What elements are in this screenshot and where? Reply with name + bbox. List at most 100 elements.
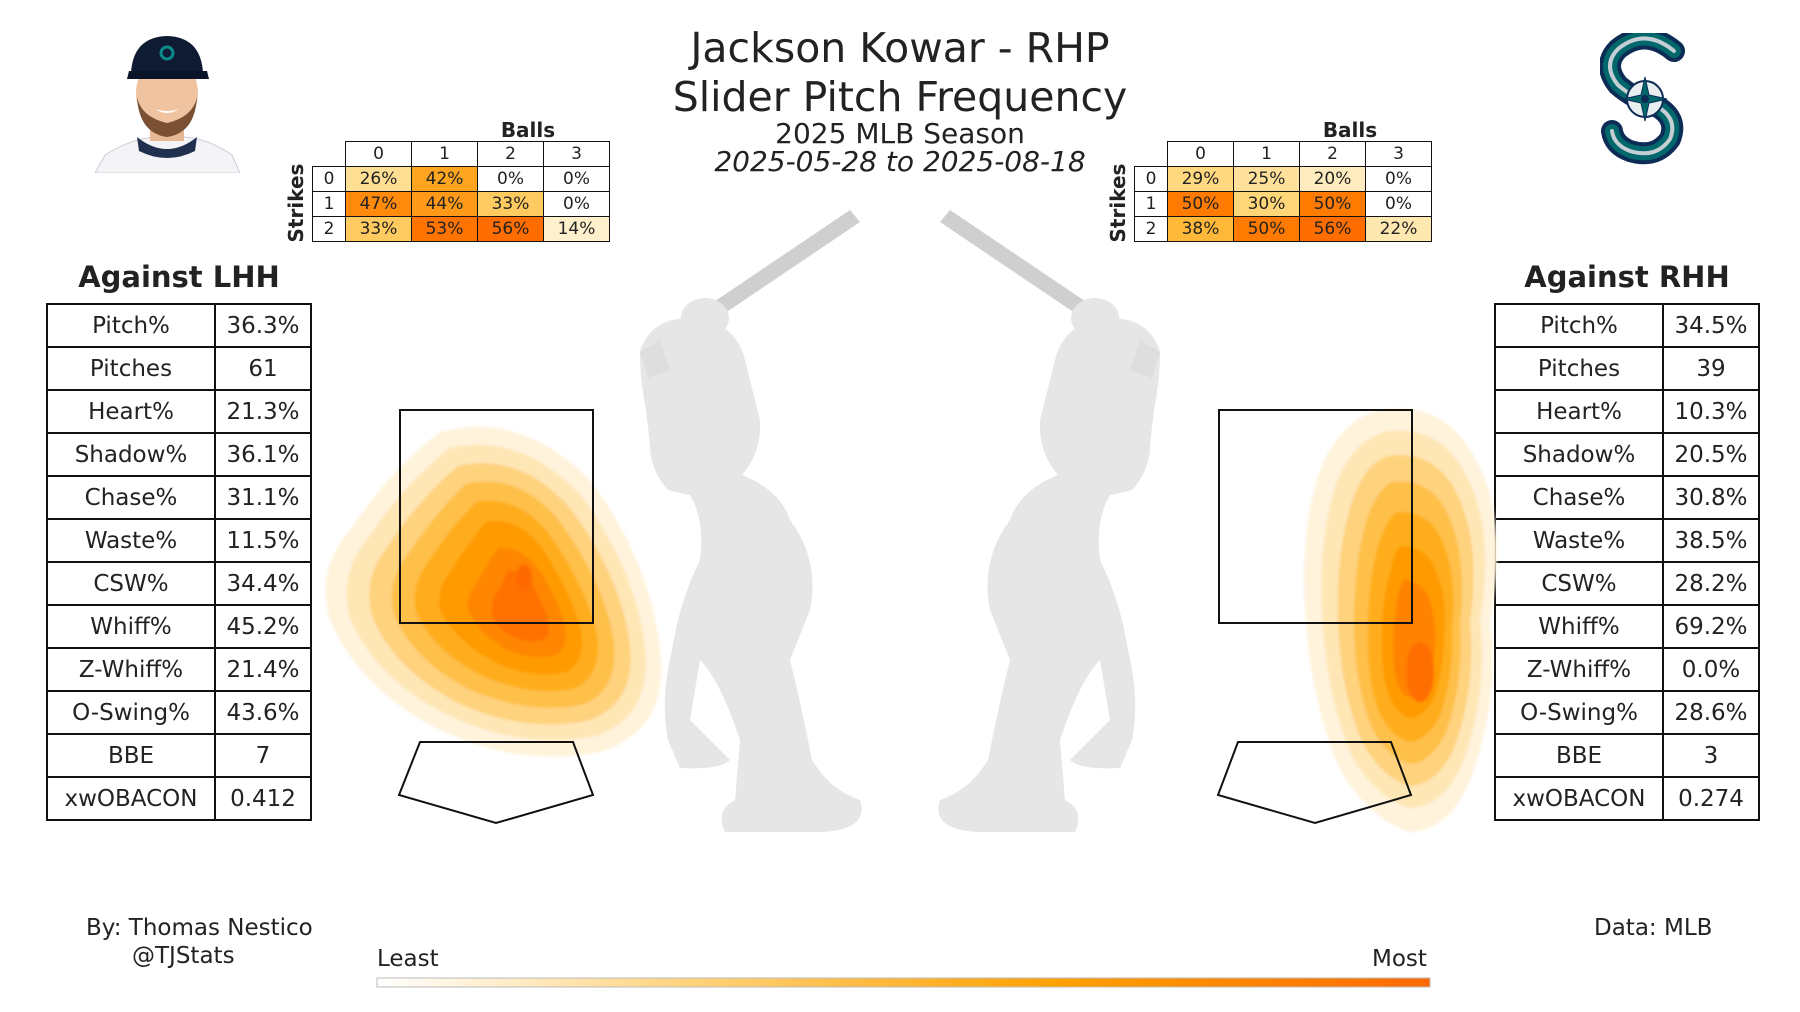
ball-count-header: 3 (543, 141, 610, 167)
stats-row: xwOBACON 0.274 (1494, 776, 1760, 821)
stat-value: 30.8% (1662, 475, 1760, 520)
lhh-stats-table: Pitch% 36.3% Pitches 61 Heart% 21.3% Shadow% 36… (46, 303, 312, 821)
stat-label: Heart% (46, 389, 216, 434)
count-table: 0 1 2 3 0 29% 25% 20% 0% 1 50% 30% 50% 0… (1134, 141, 1432, 242)
stats-row: Whiff% 69.2% (1494, 604, 1760, 649)
stat-value: 61 (214, 346, 312, 391)
density-map-lhh (325, 426, 662, 757)
stats-row: Pitches 61 (46, 346, 312, 391)
stat-value: 10.3% (1662, 389, 1760, 434)
stat-value: 7 (214, 733, 312, 778)
stat-label: Pitch% (46, 303, 216, 348)
strike-count-header: 2 (312, 216, 346, 242)
count-grid-rhh: Balls Strikes 0 1 2 3 0 29% 25% 20% 0% 1… (1102, 118, 1462, 258)
stat-label: Whiff% (46, 604, 216, 649)
stat-value: 34.5% (1662, 303, 1760, 348)
stats-row: Heart% 21.3% (46, 389, 312, 434)
stat-label: CSW% (46, 561, 216, 606)
count-cell: 26% (345, 166, 412, 192)
count-cell: 29% (1167, 166, 1234, 192)
stat-value: 45.2% (214, 604, 312, 649)
strike-count-header: 0 (312, 166, 346, 192)
stat-label: Z-Whiff% (46, 647, 216, 692)
stat-label: Waste% (46, 518, 216, 563)
stat-label: xwOBACON (1494, 776, 1664, 821)
batter-silhouette-left (640, 210, 862, 832)
stats-row: Z-Whiff% 21.4% (46, 647, 312, 692)
count-cell: 38% (1167, 216, 1234, 242)
balls-axis-label: Balls (1322, 118, 1378, 142)
stats-row: Shadow% 20.5% (1494, 432, 1760, 477)
stats-row: Heart% 10.3% (1494, 389, 1760, 434)
stats-row: Pitches 39 (1494, 346, 1760, 391)
stat-value: 21.4% (214, 647, 312, 692)
stat-value: 38.5% (1662, 518, 1760, 563)
count-cell: 0% (1365, 166, 1432, 192)
stat-label: Pitches (46, 346, 216, 391)
data-source-credit: Data: MLB (1594, 915, 1713, 941)
stat-label: xwOBACON (46, 776, 216, 821)
stat-label: Chase% (46, 475, 216, 520)
stats-row: Whiff% 45.2% (46, 604, 312, 649)
stat-label: O-Swing% (1494, 690, 1664, 735)
stats-row: O-Swing% 43.6% (46, 690, 312, 735)
stats-row: BBE 7 (46, 733, 312, 778)
count-cell: 33% (345, 216, 412, 242)
lhh-heading: Against LHH (78, 260, 280, 294)
stats-row: Shadow% 36.1% (46, 432, 312, 477)
count-cell: 50% (1299, 191, 1366, 217)
stats-row: CSW% 34.4% (46, 561, 312, 606)
stat-value: 28.6% (1662, 690, 1760, 735)
stat-value: 31.1% (214, 475, 312, 520)
season-label: 2025 MLB Season (775, 117, 1025, 150)
stat-label: Shadow% (46, 432, 216, 477)
chart-title: Jackson Kowar - RHP (690, 24, 1110, 72)
home-plate-lhh (397, 741, 595, 825)
date-range-label: 2025-05-28 to 2025-08-18 (714, 145, 1086, 178)
stats-row: Waste% 11.5% (46, 518, 312, 563)
legend-colorbar (376, 977, 1431, 988)
count-cell: 53% (411, 216, 478, 242)
stat-value: 20.5% (1662, 432, 1760, 477)
stat-label: Heart% (1494, 389, 1664, 434)
stat-value: 36.3% (214, 303, 312, 348)
count-grid-lhh: Balls Strikes 0 1 2 3 0 26% 42% 0% 0% 1 … (280, 118, 640, 258)
stat-label: Z-Whiff% (1494, 647, 1664, 692)
count-cell: 25% (1233, 166, 1300, 192)
count-cell: 30% (1233, 191, 1300, 217)
count-cell: 0% (543, 191, 610, 217)
stat-label: Pitches (1494, 346, 1664, 391)
ball-count-header: 0 (1167, 141, 1234, 167)
legend-least-label: Least (377, 946, 439, 972)
count-cell: 56% (477, 216, 544, 242)
stat-value: 0.0% (1662, 647, 1760, 692)
stat-value: 0.412 (214, 776, 312, 821)
balls-axis-label: Balls (500, 118, 556, 142)
batter-silhouette-right (938, 210, 1160, 832)
stat-value: 36.1% (214, 432, 312, 477)
stat-value: 21.3% (214, 389, 312, 434)
strike-zone-rhh (1218, 409, 1413, 624)
stat-label: BBE (46, 733, 216, 778)
stats-row: xwOBACON 0.412 (46, 776, 312, 821)
stats-row: BBE 3 (1494, 733, 1760, 778)
count-cell: 50% (1233, 216, 1300, 242)
stats-row: O-Swing% 28.6% (1494, 690, 1760, 735)
stats-row: Waste% 38.5% (1494, 518, 1760, 563)
stat-value: 28.2% (1662, 561, 1760, 606)
player-headshot (95, 36, 240, 173)
team-logo (1600, 33, 1685, 165)
stat-label: Pitch% (1494, 303, 1664, 348)
count-cell: 33% (477, 191, 544, 217)
legend-most-label: Most (1372, 946, 1427, 972)
stat-value: 43.6% (214, 690, 312, 735)
strike-zone-lhh (399, 409, 594, 624)
author-credit: By: Thomas Nestico (86, 915, 313, 941)
stats-row: Chase% 31.1% (46, 475, 312, 520)
stats-row: Pitch% 36.3% (46, 303, 312, 348)
rhh-stats-table: Pitch% 34.5% Pitches 39 Heart% 10.3% Shadow% 20… (1494, 303, 1760, 821)
stat-value: 39 (1662, 346, 1760, 391)
stat-value: 0.274 (1662, 776, 1760, 821)
stat-value: 3 (1662, 733, 1760, 778)
